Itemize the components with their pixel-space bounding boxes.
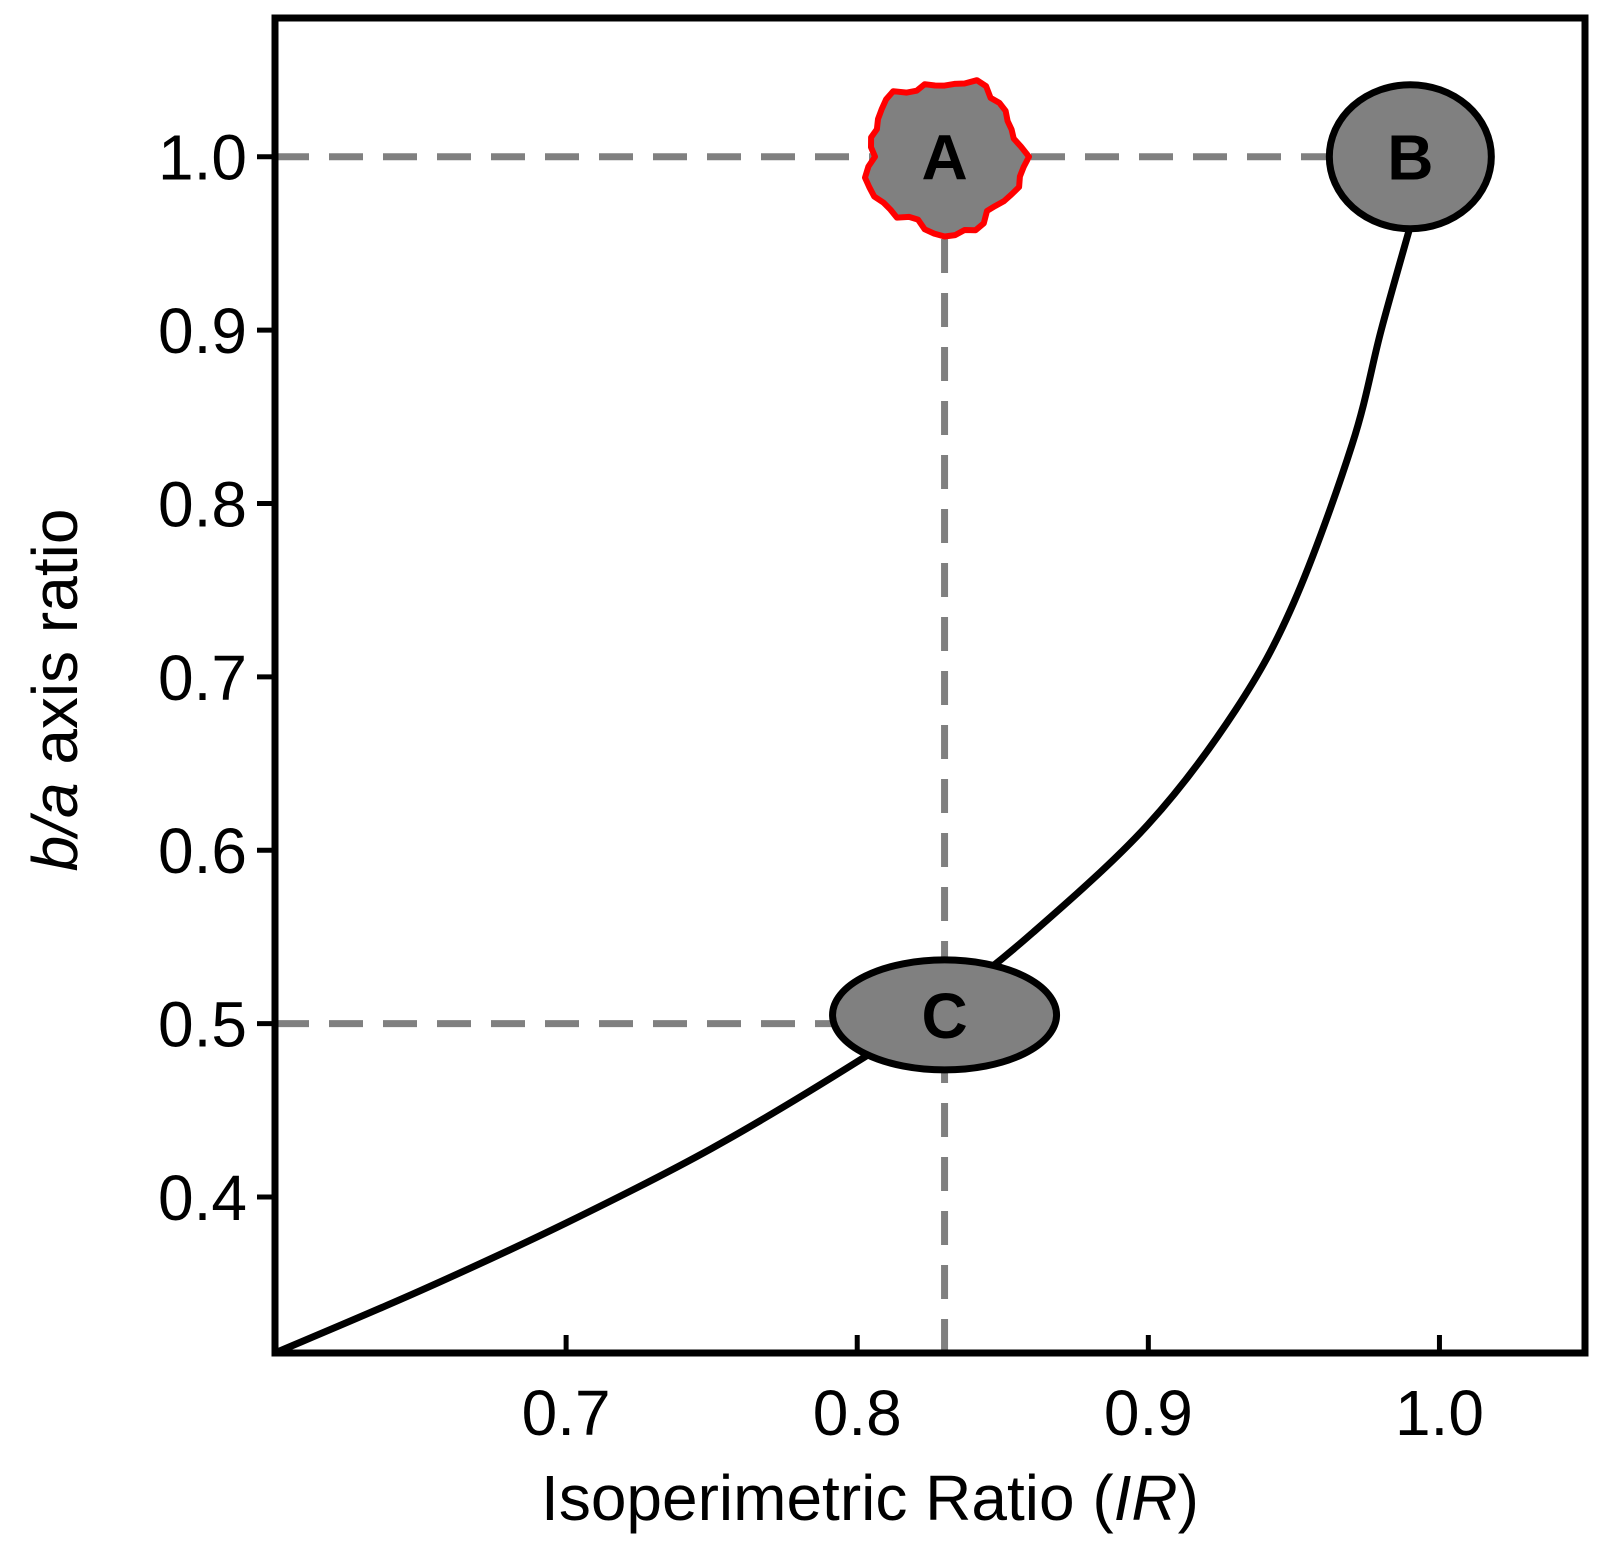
plot-frame bbox=[271, 14, 1589, 1357]
y-tick-label: 0.8 bbox=[158, 468, 247, 540]
marker-b-shape bbox=[1325, 81, 1495, 233]
marker-c-shape bbox=[829, 956, 1061, 1074]
marker-a-shape bbox=[862, 77, 1032, 240]
marker-b: B bbox=[1325, 81, 1495, 233]
x-tick-label: 0.8 bbox=[813, 1377, 902, 1449]
y-tick-label: 0.5 bbox=[158, 989, 247, 1061]
x-tick-label: 0.7 bbox=[522, 1377, 611, 1449]
ir-curve bbox=[273, 225, 1414, 1357]
marker-c: C bbox=[829, 956, 1061, 1074]
y-tick-label: 0.6 bbox=[158, 815, 247, 887]
x-axis: 0.7 0.8 0.9 1.0 bbox=[522, 1335, 1484, 1449]
y-tick-label: 0.4 bbox=[158, 1162, 247, 1234]
y-axis-title-var: b/a bbox=[19, 782, 91, 871]
y-axis-title: b/a axis ratio bbox=[19, 509, 91, 872]
marker-c-label: C bbox=[921, 980, 967, 1052]
marker-b-label: B bbox=[1387, 122, 1433, 194]
marker-a-label: A bbox=[921, 122, 967, 194]
y-tick-label: 1.0 bbox=[158, 122, 247, 194]
x-tick-label: 1.0 bbox=[1395, 1377, 1484, 1449]
x-tick-label: 0.9 bbox=[1104, 1377, 1193, 1449]
x-axis-title-close: ) bbox=[1178, 1462, 1199, 1534]
x-axis-title-main: Isoperimetric Ratio ( bbox=[541, 1462, 1114, 1534]
x-axis-title: Isoperimetric Ratio (IR) bbox=[541, 1462, 1199, 1534]
y-tick-label: 0.7 bbox=[158, 642, 247, 714]
reference-lines bbox=[275, 153, 1411, 1353]
marker-a: A bbox=[862, 77, 1032, 240]
markers: A B C bbox=[829, 77, 1495, 1074]
y-axis: 0.4 0.5 0.6 0.7 0.8 0.9 1.0 bbox=[158, 122, 275, 1234]
x-axis-title-var: IR bbox=[1114, 1462, 1178, 1534]
y-axis-title-rest: axis ratio bbox=[19, 509, 91, 783]
y-tick-label: 0.9 bbox=[158, 295, 247, 367]
